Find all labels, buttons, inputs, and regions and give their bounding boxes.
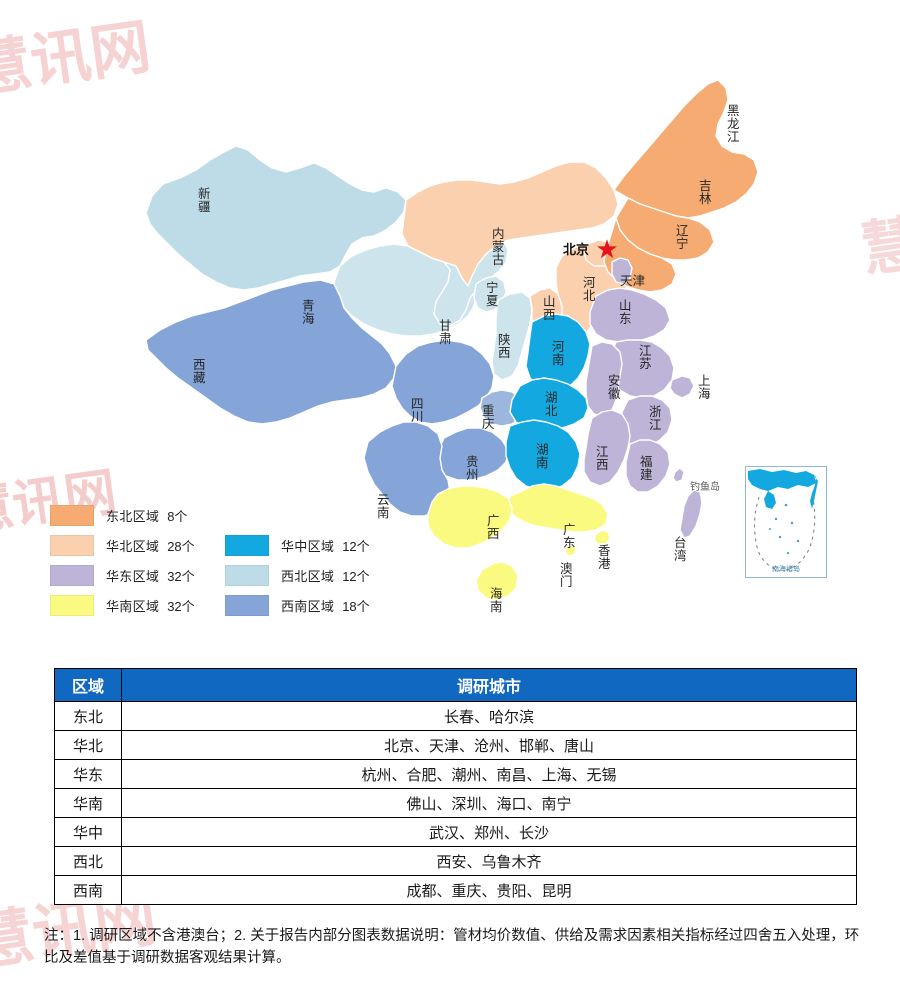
cell-cities: 北京、天津、沧州、邯郸、唐山 [121,730,857,760]
table-header-cities: 调研城市 [121,668,857,702]
province-macau [564,544,577,557]
legend-swatch-huabei [50,534,94,556]
south-china-sea-inset: 南海诸岛 [745,466,827,578]
legend-item-xinan: 西南区域 18个 [225,594,400,616]
legend-item-dongbei: 东北区域 8个 [50,504,225,526]
province-fujian [625,439,671,493]
inset-caption: 南海诸岛 [772,566,800,573]
province-hongkong [593,529,611,545]
legend-item-xibei: 西北区域 12个 [225,564,400,586]
legend-count: 28个 [167,538,195,554]
cell-region: 华中 [54,817,122,847]
cell-region: 西北 [54,846,122,876]
province-heilongjiang [613,79,759,219]
legend-count: 8个 [167,508,188,524]
cell-region: 华南 [54,788,122,818]
legend-count: 12个 [342,538,370,554]
legend-row: 华北区域 28个 华中区域 12个 [50,530,400,560]
legend-label: 华南区域 [106,598,160,614]
province-diaoyu [672,467,685,483]
province-tianjin [611,257,633,285]
legend-swatch-huadong [50,564,94,586]
capital-star-marker: ★ [595,234,619,264]
legend-count: 32个 [167,568,195,584]
legend-item-huazhong: 华中区域 12个 [225,534,400,556]
footnote: 注：1. 调研区域不含港澳台；2. 关于报告内部分图表数据说明：管材均价数值、供… [44,928,860,967]
province-xinjiang [145,145,407,291]
province-shanghai [669,375,695,399]
legend-label: 东北区域 [106,508,160,524]
table-row: 华北 北京、天津、沧州、邯郸、唐山 [54,730,857,760]
cell-region: 西南 [54,875,122,905]
cell-region: 东北 [54,701,122,731]
table-header-row: 区域 调研城市 [54,668,857,702]
province-inner-mongolia [401,161,619,287]
province-taiwan [679,489,703,539]
legend-swatch-xinan [225,594,269,616]
map-legend: 东北区域 8个 华北区域 28个 华中区域 12个 华东区域 32个 西北区域 … [50,500,400,620]
table-row: 华南 佛山、深圳、海口、南宁 [54,788,857,818]
cell-cities: 佛山、深圳、海口、南宁 [121,788,857,818]
legend-item-huanan: 华南区域 32个 [50,594,225,616]
cell-region: 华北 [54,730,122,760]
legend-row: 华南区域 32个 西南区域 18个 [50,590,400,620]
province-hunan [505,419,581,491]
cell-cities: 杭州、合肥、潮州、南昌、上海、无锡 [121,759,857,789]
table-row: 华东 杭州、合肥、潮州、南昌、上海、无锡 [54,759,857,789]
table-row: 西北 西安、乌鲁木齐 [54,846,857,876]
legend-row: 东北区域 8个 [50,500,400,530]
legend-item-huabei: 华北区域 28个 [50,534,225,556]
legend-swatch-huazhong [225,534,269,556]
legend-item-huadong: 华东区域 32个 [50,564,225,586]
province-shandong [589,287,671,343]
table-row: 华中 武汉、郑州、长沙 [54,817,857,847]
legend-label: 华中区域 [281,538,335,554]
legend-swatch-huanan [50,594,94,616]
cell-cities: 西安、乌鲁木齐 [121,846,857,876]
legend-count: 32个 [167,598,195,614]
table-row: 东北 长春、哈尔滨 [54,701,857,731]
legend-count: 12个 [342,568,370,584]
province-guangxi [427,485,513,549]
cell-region: 华东 [54,759,122,789]
province-henan [525,313,591,391]
legend-label: 西南区域 [281,598,335,614]
province-hubei [509,377,589,431]
cell-cities: 成都、重庆、贵阳、昆明 [121,875,857,905]
cell-cities: 长春、哈尔滨 [121,701,857,731]
cell-cities: 武汉、郑州、长沙 [121,817,857,847]
legend-count: 18个 [342,598,370,614]
province-hainan [475,561,519,601]
province-guizhou [435,427,509,481]
province-anhui [585,341,623,417]
province-guangdong [507,483,609,533]
legend-swatch-xibei [225,564,269,586]
table-row: 西南 成都、重庆、贵阳、昆明 [54,875,857,905]
legend-label: 华东区域 [106,568,160,584]
province-sichuan [391,339,495,425]
legend-label: 华北区域 [106,538,160,554]
province-jiangxi [583,409,631,487]
province-shaanxi [491,291,533,381]
survey-cities-table: 区域 调研城市 东北 长春、哈尔滨 华北 北京、天津、沧州、邯郸、唐山 华东 杭… [54,668,857,905]
table-header-region: 区域 [54,668,122,702]
legend-row: 华东区域 32个 西北区域 12个 [50,560,400,590]
legend-swatch-dongbei [50,504,94,526]
legend-label: 西北区域 [281,568,335,584]
